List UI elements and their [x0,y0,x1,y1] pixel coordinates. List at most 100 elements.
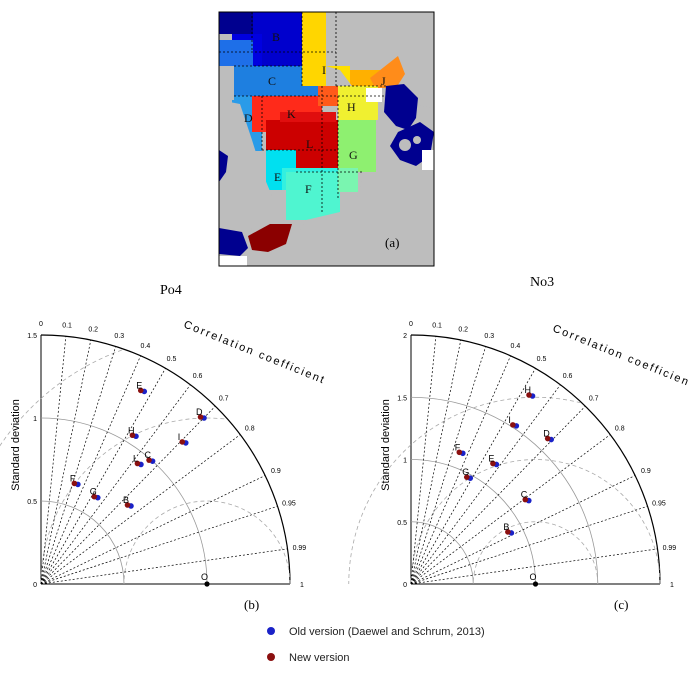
map-label-b: B [272,30,280,44]
point-label-d: D [196,407,203,417]
point-new-c [146,457,152,463]
map-land [399,139,411,151]
point-label-b: B [503,522,509,532]
std-tick-label: 1.5 [27,333,37,340]
point-new-c [522,496,529,503]
corr-tick-label: 0.1 [432,322,442,329]
map-cell [302,12,326,86]
corr-tick-label: 0 [39,321,43,328]
map-land [413,136,421,144]
legend: Old version (Daewel and Schrum, 2013) Ne… [267,626,485,664]
y-axis-label: Standard deviation [10,399,22,491]
map-label-f: F [305,182,312,196]
arc-label: Correlation coefficient [551,323,688,391]
point-label-g: G [90,487,97,497]
point-label-g: G [462,467,469,477]
corr-ray [410,434,611,585]
std-arc [410,396,599,585]
corr-ray [410,355,511,585]
point-label-c: C [521,490,528,500]
std-tick-label: 0 [403,582,407,589]
point-label-h: H [128,425,134,435]
corr-ray [40,339,92,585]
map-land [219,66,234,100]
std-tick-label: 1 [403,458,407,465]
std-tick-label: 2 [403,333,407,340]
corr-ray [40,405,216,585]
map-label-d: D [244,111,253,125]
rms-arc [348,396,581,585]
map-label-g: G [349,148,358,162]
rms-arc [0,349,122,447]
map-label-k: K [287,107,296,121]
reference-point [532,581,539,587]
point-new-l [134,460,141,467]
point-label-b: B [123,495,129,505]
corr-ray [40,355,141,585]
corr-ray [40,505,278,585]
point-new-f [456,449,463,456]
map-label-c: C [268,74,276,88]
region-map: B C D E F G H I J K L (a) [218,11,435,267]
corr-ray [410,336,437,585]
corr-ray [40,346,117,585]
legend-old-marker [267,627,275,635]
point-new-d [544,435,551,442]
chart-title-no3: No3 [530,275,554,290]
map-cell [219,12,253,34]
point-new-h [129,432,136,439]
legend-new-label: New version [289,652,350,664]
corr-tick-label: 0.1 [62,322,72,329]
corr-ray [40,336,67,585]
point-label-i: I [178,432,181,442]
point-label-f: F [70,473,76,483]
map-cell [350,70,380,88]
chart-title-po4: Po4 [160,283,182,298]
map-cell [370,56,405,88]
map-cell [338,168,358,192]
reference-point [204,581,210,587]
map-label-j: J [381,74,386,88]
corr-tick-label: 0.95 [282,501,296,508]
corr-ray [410,346,487,585]
point-label-e: E [488,453,494,463]
std-tick-label: 0.5 [397,520,407,527]
map-cell [248,224,292,252]
map-label-e: E [274,170,281,184]
std-tick-label: 1.5 [397,395,407,402]
point-new-b [505,529,511,535]
std-tick-label: 0.5 [27,499,37,506]
reference-label: O [530,572,537,582]
point-new-i [510,422,516,428]
corr-tick-label: 0.99 [293,545,307,552]
corr-tick-label: 0.8 [245,425,255,432]
legend-old-label: Old version (Daewel and Schrum, 2013) [289,626,485,638]
corr-tick-label: 0.6 [193,373,203,380]
point-new-d [197,414,204,420]
std-arc [410,459,536,585]
corr-tick-label: 0.3 [114,333,124,340]
rms-arc [410,459,661,585]
corr-ray [40,368,166,585]
y-axis-label: Standard deviation [380,399,392,491]
point-new-b [124,502,131,508]
map-cell [338,120,376,172]
rms-arc [472,521,599,585]
corr-tick-label: 0.5 [167,356,177,363]
std-arc [40,417,208,585]
rms-arc [123,500,291,585]
point-label-i: I [508,415,511,425]
outer-arc [410,334,661,585]
corr-tick-label: 0.5 [537,356,547,363]
corr-tick-label: 0.9 [271,468,281,475]
map-cell [219,256,247,266]
corr-tick-label: 0.3 [484,333,494,340]
corr-tick-label: 0.2 [88,326,98,333]
taylor-diagram-no3: 0 0.1 0.2 0.3 0.4 0.5 0.6 0.7 0.8 0.9 0.95 0.99 1 0 0.… [348,321,688,589]
point-label-h: H [525,385,532,395]
point-new-e [490,460,496,467]
corr-tick-label: 0.99 [663,545,677,552]
map-cell [366,88,382,102]
panel-label-c: (c) [614,597,628,612]
